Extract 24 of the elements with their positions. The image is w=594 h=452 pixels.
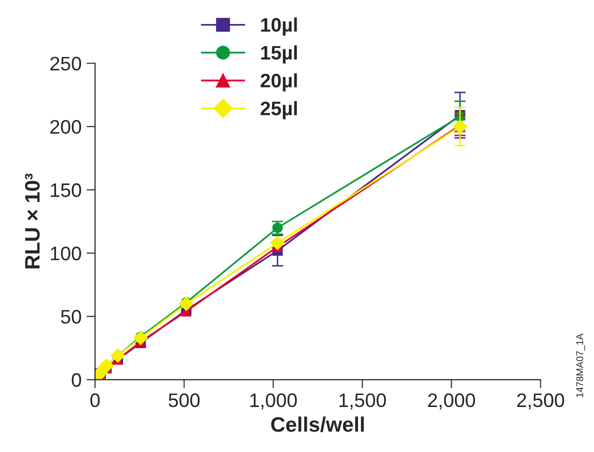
y-axis-title: RLU × 10³ [24,174,40,268]
legend-label: 20µl [260,73,297,92]
point [178,296,194,312]
point [99,358,114,374]
y-tick-label: 150 [50,183,82,198]
y-tick-label: 200 [50,120,82,134]
y-tick-label: 0 [72,373,82,387]
legend-label: 15µl [261,45,297,64]
x-tick-label: 1,500 [339,393,386,410]
x-tick-label: 0 [90,393,100,408]
y-tick-label: 100 [50,246,82,260]
x-tick-label: 1,000 [250,393,297,410]
point [110,348,126,363]
point [270,236,285,250]
text: 1478MA07_1A [576,333,586,398]
x-tick-label: 500 [168,393,200,408]
x-tick-label: 2,000 [428,393,476,410]
point [133,330,148,346]
legend-label: 10µl [261,18,297,36]
x-axis-title: Cells/well [271,416,364,432]
x-tick-label: 2,500 [517,393,564,410]
legend-label: 25µl [260,101,297,120]
y-tick-label: 50 [60,310,82,324]
y-tick-label: 250 [50,56,82,71]
